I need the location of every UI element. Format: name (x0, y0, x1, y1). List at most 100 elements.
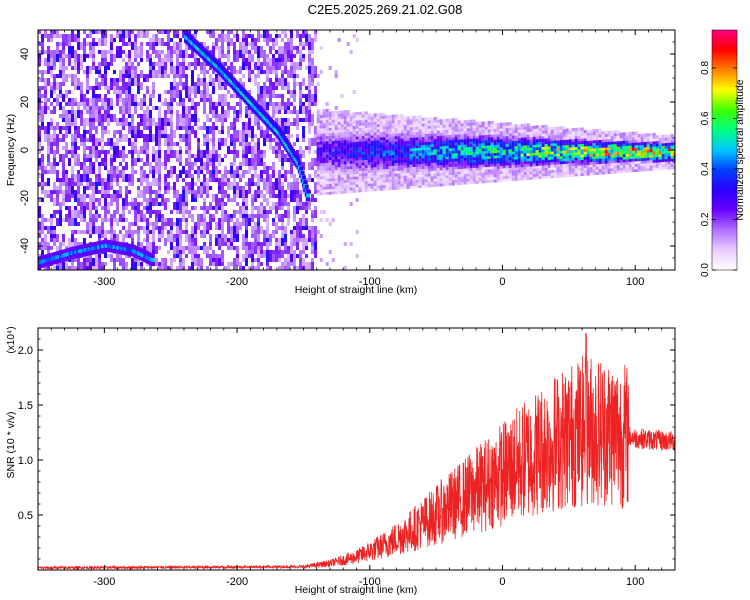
heatmap-cell (275, 194, 278, 198)
heatmap-cell (316, 146, 320, 151)
heatmap-cell (110, 194, 113, 198)
heatmap-cell (233, 246, 236, 250)
heatmap-cell (131, 70, 134, 78)
heatmap-cell (233, 154, 236, 162)
heatmap-cell (74, 62, 77, 70)
heatmap-cell (89, 146, 92, 154)
heatmap-cell (125, 254, 128, 258)
heatmap-cell (299, 82, 302, 90)
heatmap-cell (95, 110, 98, 114)
heatmap-cell (355, 181, 359, 185)
heatmap-cell (337, 177, 341, 181)
heatmap-cell (391, 168, 395, 172)
heatmap-cell (367, 129, 371, 133)
heatmap-cell (287, 206, 290, 210)
heatmap-cell (56, 42, 59, 46)
heatmap-cell (182, 34, 185, 38)
heatmap-cell (254, 118, 257, 126)
heatmap-cell (230, 30, 233, 34)
heatmap-cell (98, 150, 101, 158)
heatmap-cell (397, 159, 401, 163)
heatmap-cell (221, 34, 224, 42)
heatmap-cell (86, 66, 89, 74)
heatmap-cell (433, 165, 437, 169)
heatmap-cell (98, 94, 101, 98)
heatmap-cell (448, 169, 452, 173)
heatmap-cell (290, 38, 293, 42)
heatmap-cell (340, 155, 344, 159)
heatmap-cell (278, 94, 281, 98)
heatmap-cell (325, 122, 329, 126)
heatmap-cell (134, 262, 137, 270)
heatmap-cell (47, 178, 50, 186)
heatmap-cell (314, 150, 317, 154)
heatmap-cell (287, 182, 290, 190)
heatmap-cell (50, 194, 53, 202)
heatmap-cell (379, 150, 383, 154)
heatmap-cell (266, 110, 269, 114)
heatmap-cell (98, 62, 101, 70)
heatmap-cell (236, 246, 239, 254)
heatmap-cell (328, 122, 332, 126)
heatmap-cell (340, 126, 344, 130)
heatmap-cell (284, 226, 287, 234)
heatmap-cell (299, 42, 302, 46)
heatmap-cell (95, 86, 98, 90)
heatmap-cell (314, 86, 317, 94)
heatmap-cell (152, 226, 155, 230)
heatmap-cell (164, 222, 167, 226)
heatmap-cell (125, 62, 128, 70)
heatmap-cell (397, 138, 401, 142)
heatmap-cell (110, 234, 113, 238)
heatmap-cell (406, 169, 410, 173)
heatmap-cell (224, 266, 227, 270)
heatmap-cell (361, 138, 365, 142)
heatmap-cell (179, 202, 182, 210)
heatmap-cell (224, 94, 227, 102)
heatmap-cell (367, 151, 371, 155)
heatmap-cell (164, 58, 167, 62)
heatmap-cell (421, 147, 425, 151)
heatmap-cell (334, 158, 338, 163)
heatmap-cell (466, 151, 470, 156)
heatmap-cell (358, 173, 362, 177)
heatmap-cell (275, 94, 278, 98)
heatmap-cell (314, 34, 317, 42)
heatmap-cell (382, 184, 386, 188)
heatmap-cell (331, 172, 335, 176)
heatmap-cell (38, 126, 41, 134)
heatmap-cell (236, 258, 239, 266)
heatmap-cell (125, 82, 128, 90)
heatmap-cell (337, 124, 341, 128)
heatmap-cell (427, 173, 431, 177)
heatmap-cell (454, 131, 458, 135)
heatmap-cell (436, 116, 440, 120)
chart-title: C2E5.2025.269.21.02.G08 (308, 2, 463, 17)
heatmap-cell (400, 164, 404, 168)
heatmap-cell (38, 102, 41, 110)
heatmap-cell (454, 150, 458, 154)
heatmap-cell (346, 42, 350, 46)
heatmap-cell (245, 38, 248, 46)
heatmap-cell (391, 133, 395, 137)
heatmap-cell (179, 42, 182, 50)
heatmap-cell (116, 166, 119, 174)
heatmap-cell (325, 164, 329, 169)
heatmap-cell (161, 30, 164, 34)
heatmap-cell (185, 138, 188, 146)
heatmap-cell (53, 66, 56, 70)
heatmap-cell (221, 106, 224, 114)
heatmap-cell (47, 122, 50, 126)
heatmap-cell (146, 78, 149, 82)
heatmap-cell (170, 238, 173, 242)
heatmap-cell (460, 157, 464, 161)
heatmap-cell (155, 190, 158, 198)
heatmap-cell (433, 135, 437, 139)
heatmap-cell (412, 166, 416, 170)
heatmap-cell (340, 118, 344, 122)
heatmap-cell (388, 181, 392, 185)
heatmap-cell (337, 129, 341, 133)
heatmap-cell (302, 42, 305, 46)
heatmap-cell (221, 206, 224, 210)
heatmap-cell (251, 42, 254, 50)
